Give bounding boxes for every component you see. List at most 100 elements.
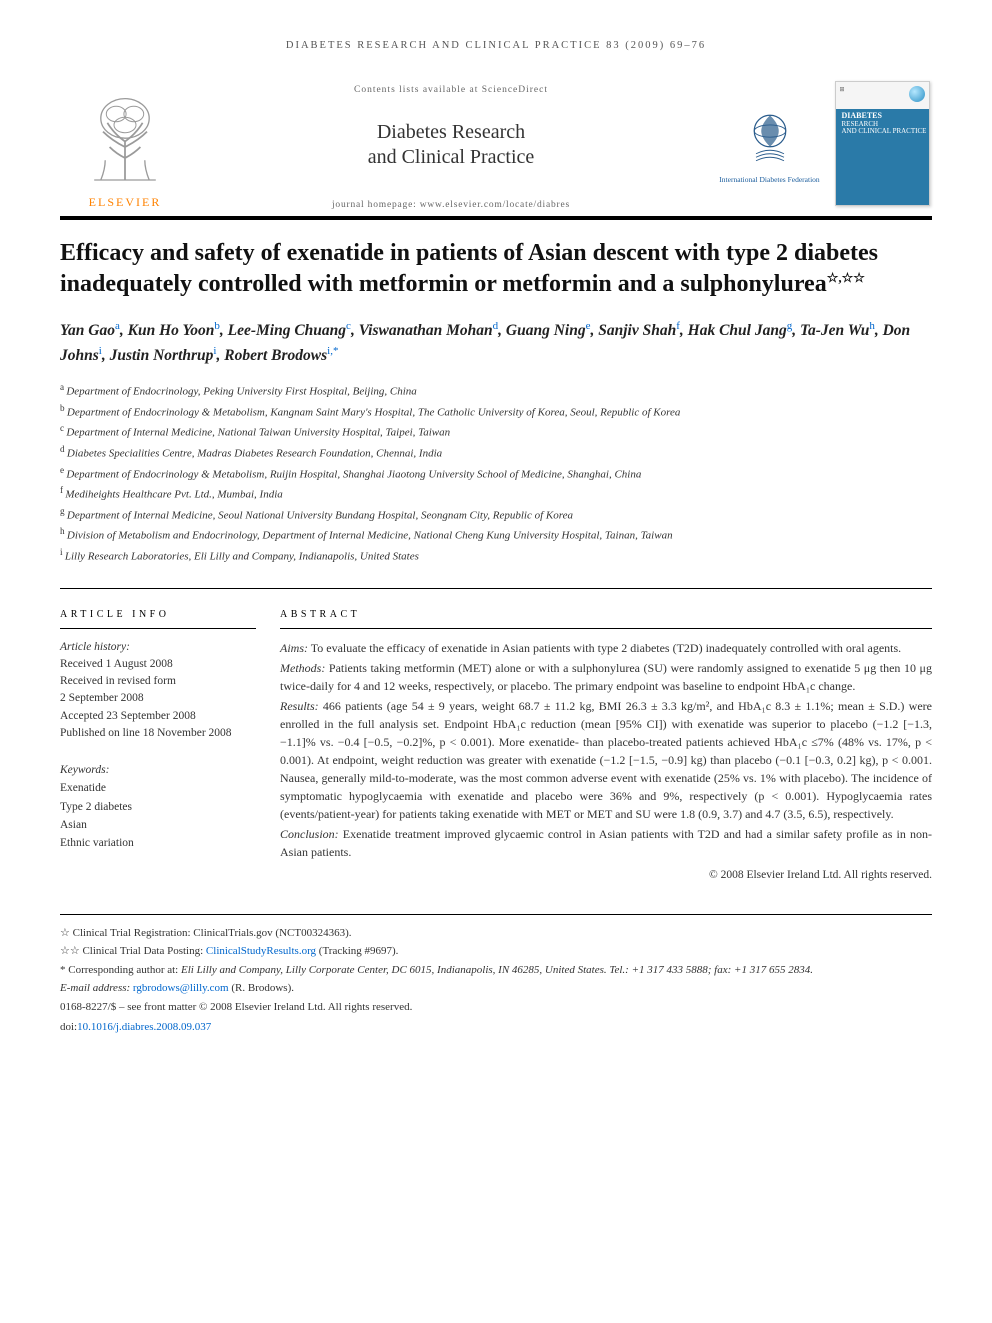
affiliation: g Department of Internal Medicine, Seoul… <box>60 505 932 525</box>
idf-label: International Diabetes Federation <box>715 175 825 184</box>
affiliation-marker: c <box>60 423 66 433</box>
footnote-trial-posting: ☆☆ Clinical Trial Data Posting: Clinical… <box>60 943 932 960</box>
abstract-conclusion: Conclusion: Exenatide treatment improved… <box>280 825 932 861</box>
affiliation-marker: i <box>60 547 65 557</box>
conclusion-label: Conclusion: <box>280 827 339 841</box>
affiliation-marker: d <box>60 444 67 454</box>
publisher-block: ELSEVIER <box>60 71 200 216</box>
conclusion-text: Exenatide treatment improved glycaemic c… <box>280 827 932 859</box>
author-affil-marker: f <box>676 320 680 332</box>
article-title-text: Efficacy and safety of exenatide in pati… <box>60 240 878 297</box>
author-affil-marker: g <box>787 320 793 332</box>
article-title: Efficacy and safety of exenatide in pati… <box>60 238 932 300</box>
affiliation-marker: b <box>60 403 67 413</box>
masthead-center: Contents lists available at ScienceDirec… <box>200 71 702 216</box>
author: Viswanathan Mohan <box>359 323 493 340</box>
author: Robert Brodows <box>224 347 327 364</box>
email-label: E-mail address: <box>60 982 133 994</box>
author-affil-marker: i,* <box>327 345 338 357</box>
article-info-heading: ARTICLE INFO <box>60 607 256 629</box>
accepted-line: Accepted 23 September 2008 <box>60 708 256 725</box>
article-info-column: ARTICLE INFO Article history: Received 1… <box>60 607 280 884</box>
keywords-label: Keywords: <box>60 762 256 779</box>
published-line: Published on line 18 November 2008 <box>60 725 256 742</box>
author: Yan Gao <box>60 323 115 340</box>
revised-date: 2 September 2008 <box>60 690 256 707</box>
author-affil-marker: e <box>586 320 591 332</box>
affiliation-list: a Department of Endocrinology, Peking Un… <box>60 381 932 565</box>
author-affil-marker: h <box>869 320 875 332</box>
footnote-trial-registration: ☆ Clinical Trial Registration: ClinicalT… <box>60 925 932 942</box>
corr-label: * Corresponding author at: <box>60 964 178 976</box>
abstract-heading: ABSTRACT <box>280 607 932 629</box>
author-affil-marker: i <box>213 345 216 357</box>
affiliation: f Mediheights Healthcare Pvt. Ltd., Mumb… <box>60 484 932 504</box>
elsevier-tree-icon <box>70 81 180 191</box>
abstract-copyright: © 2008 Elsevier Ireland Ltd. All rights … <box>280 867 932 884</box>
methods-text: Patients taking metformin (MET) alone or… <box>280 661 932 693</box>
idf-badge: International Diabetes Federation <box>715 103 825 184</box>
received-line: Received 1 August 2008 <box>60 656 256 673</box>
footnote-corresponding-author: * Corresponding author at: Eli Lilly and… <box>60 962 932 979</box>
aims-text: To evaluate the efficacy of exenatide in… <box>308 641 901 655</box>
author: Justin Northrup <box>110 347 214 364</box>
keyword: Exenatide <box>60 780 256 797</box>
masthead-right: International Diabetes Federation ⊞ DIAB… <box>702 71 932 216</box>
clinical-study-results-link[interactable]: ClinicalStudyResults.org <box>206 945 316 957</box>
affiliation: b Department of Endocrinology & Metaboli… <box>60 402 932 422</box>
author-affil-marker: c <box>346 320 351 332</box>
cover-title-3: AND CLINICAL PRACTICE <box>842 127 927 135</box>
affiliation-marker: h <box>60 526 67 536</box>
affiliation: e Department of Endocrinology & Metaboli… <box>60 464 932 484</box>
title-footnote-marks: ☆,☆☆ <box>827 270 865 285</box>
journal-homepage-label: journal homepage: www.elsevier.com/locat… <box>210 200 692 210</box>
affiliation: i Lilly Research Laboratories, Eli Lilly… <box>60 546 932 566</box>
doi-line: doi:10.1016/j.diabres.2008.09.037 <box>60 1019 932 1036</box>
author-affil-marker: d <box>493 320 499 332</box>
abstract-column: ABSTRACT Aims: To evaluate the efficacy … <box>280 607 932 884</box>
methods-label: Methods: <box>280 661 325 675</box>
affiliation-marker: a <box>60 382 66 392</box>
affiliation: h Division of Metabolism and Endocrinolo… <box>60 525 932 545</box>
article-history-block: Article history: Received 1 August 2008 … <box>60 639 256 743</box>
masthead: ELSEVIER Contents lists available at Sci… <box>60 71 932 220</box>
author-affil-marker: b <box>214 320 220 332</box>
corr-text: Eli Lilly and Company, Lilly Corporate C… <box>178 964 813 976</box>
affiliation: d Diabetes Specialities Centre, Madras D… <box>60 443 932 463</box>
affiliation: a Department of Endocrinology, Peking Un… <box>60 381 932 401</box>
history-label: Article history: <box>60 639 256 656</box>
footnotes: ☆ Clinical Trial Registration: ClinicalT… <box>60 914 932 1036</box>
keyword: Ethnic variation <box>60 835 256 852</box>
email-suffix: (R. Brodows). <box>229 982 294 994</box>
author: Lee-Ming Chuang <box>228 323 346 340</box>
elsevier-wordmark: ELSEVIER <box>89 195 162 210</box>
info-abstract-row: ARTICLE INFO Article history: Received 1… <box>60 588 932 884</box>
corresponding-email-link[interactable]: rgbrodows@lilly.com <box>133 982 229 994</box>
journal-name-line2: and Clinical Practice <box>368 146 535 168</box>
doi-link[interactable]: 10.1016/j.diabres.2008.09.037 <box>77 1021 211 1033</box>
abstract-aims: Aims: To evaluate the efficacy of exenat… <box>280 639 932 657</box>
journal-name: Diabetes Research and Clinical Practice <box>210 120 692 170</box>
abstract-results: Results: 466 patients (age 54 ± 9 years,… <box>280 697 932 823</box>
contents-available-label: Contents lists available at ScienceDirec… <box>210 85 692 95</box>
author: Hak Chul Jang <box>688 323 787 340</box>
cover-title-1: DIABETES <box>842 111 882 120</box>
footnote-email: E-mail address: rgbrodows@lilly.com (R. … <box>60 980 932 997</box>
author: Ta-Jen Wu <box>800 323 869 340</box>
page: DIABETES RESEARCH AND CLINICAL PRACTICE … <box>0 0 992 1078</box>
doi-label: doi: <box>60 1021 77 1033</box>
running-head: DIABETES RESEARCH AND CLINICAL PRACTICE … <box>60 40 932 51</box>
author-affil-marker: i <box>99 345 102 357</box>
issn-copyright-line: 0168-8227/$ – see front matter © 2008 El… <box>60 999 932 1016</box>
author-affil-marker: a <box>115 320 120 332</box>
author: Guang Ning <box>506 323 586 340</box>
results-text: 466 patients (age 54 ± 9 years, weight 6… <box>280 699 932 821</box>
author: Kun Ho Yoon <box>128 323 215 340</box>
results-label: Results: <box>280 699 319 713</box>
footnote-star2-suffix: (Tracking #9697). <box>316 945 398 957</box>
affiliation-marker: f <box>60 485 65 495</box>
journal-cover-thumbnail: ⊞ DIABETES RESEARCH AND CLINICAL PRACTIC… <box>835 81 930 206</box>
abstract-methods: Methods: Patients taking metformin (MET)… <box>280 659 932 695</box>
keyword: Type 2 diabetes <box>60 799 256 816</box>
affiliation-marker: g <box>60 506 67 516</box>
